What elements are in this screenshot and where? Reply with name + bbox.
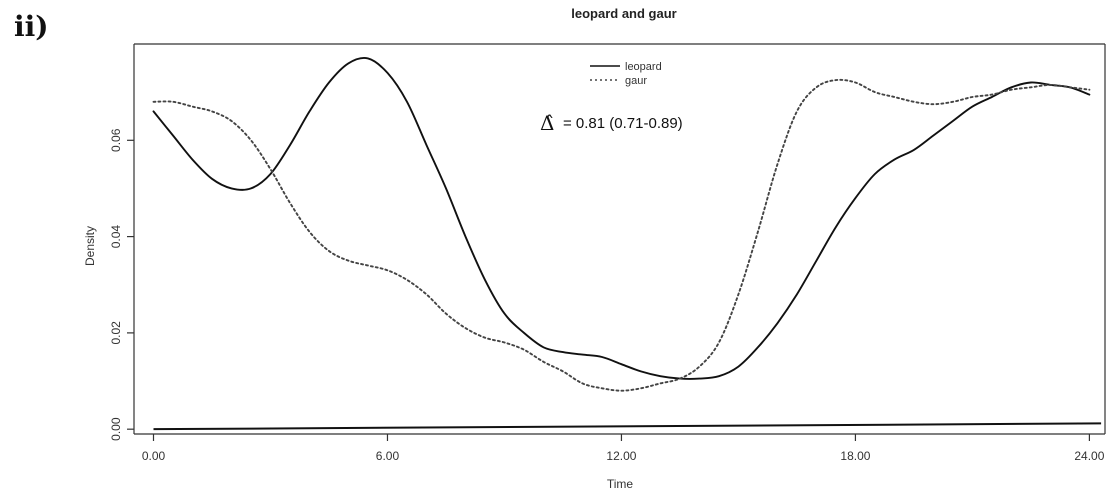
x-tick-label-3: 18.00 — [840, 449, 870, 463]
y-tick-label-3: 0.06 — [109, 128, 123, 152]
x-tick-label-0: 0.00 — [142, 449, 166, 463]
y-axis-title: Density — [83, 226, 97, 266]
plot-frame — [133, 43, 1106, 435]
series-line-leopard — [152, 56, 1091, 380]
overlap-estimate: = 0.81 (0.71-0.89) — [563, 115, 683, 132]
legend-label-gaur: gaur — [625, 75, 647, 87]
legend: leopard gaur — [590, 61, 662, 87]
delta-hat-symbol: Δ̂ — [540, 111, 554, 135]
x-tick-label-2: 12.00 — [606, 449, 636, 463]
y-tick-label-1: 0.02 — [109, 321, 123, 345]
x-tick-label-1: 6.00 — [376, 449, 400, 463]
x-axis-title: Time — [607, 477, 634, 491]
baseline — [153, 422, 1102, 431]
panel-label: ii) — [14, 10, 49, 43]
legend-label-leopard: leopard — [625, 61, 662, 73]
y-axis: 0.00 0.02 0.04 0.06 — [109, 128, 134, 441]
series-line-gaur — [152, 78, 1091, 392]
x-axis: 0.00 6.00 12.00 18.00 24.00 — [142, 434, 1105, 463]
chart-title: leopard and gaur — [571, 6, 676, 21]
y-tick-label-2: 0.04 — [109, 225, 123, 249]
zero-baseline — [153, 422, 1102, 431]
y-tick-label-0: 0.00 — [109, 417, 123, 441]
x-tick-label-4: 24.00 — [1074, 449, 1104, 463]
series-lines — [152, 56, 1091, 392]
overlap-annotation: Δ̂ = 0.81 (0.71-0.89) — [540, 111, 683, 135]
